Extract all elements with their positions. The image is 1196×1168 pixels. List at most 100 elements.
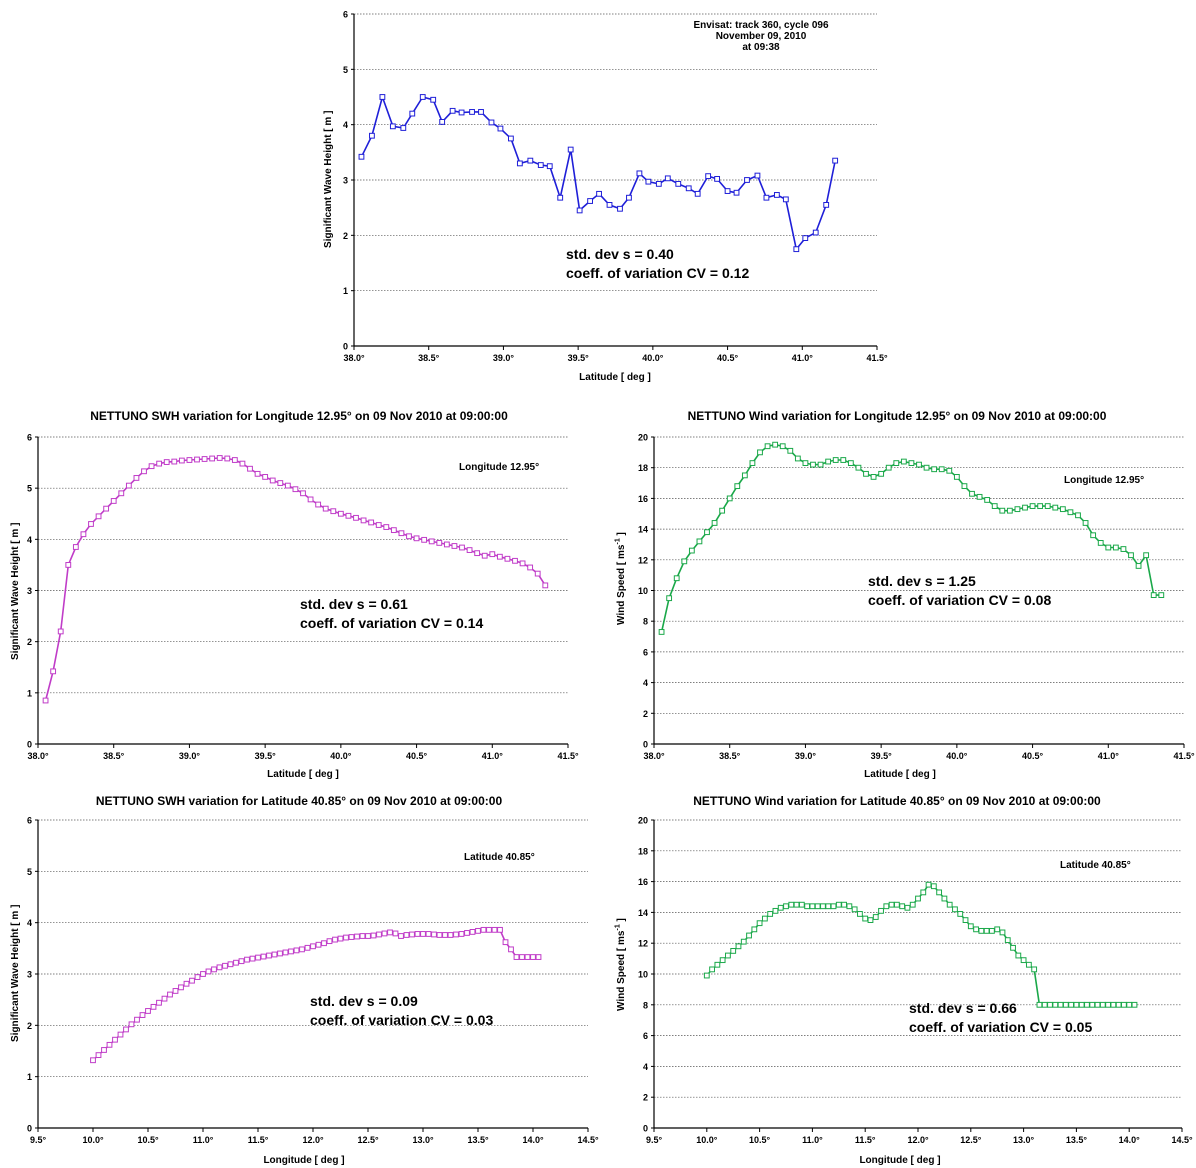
data-point — [337, 935, 344, 942]
data-point — [383, 524, 390, 530]
data-point — [835, 901, 842, 908]
data-point — [989, 927, 995, 934]
data-point — [419, 94, 426, 100]
data-point — [112, 1036, 118, 1043]
data-point — [1020, 957, 1027, 964]
data-point — [453, 931, 459, 938]
data-point — [269, 477, 276, 484]
data-point — [764, 443, 771, 450]
data-point — [293, 947, 300, 954]
data-point — [900, 458, 907, 465]
y-tick-label: 1 — [343, 286, 348, 296]
y-tick-label: 12 — [638, 555, 648, 565]
data-point — [576, 207, 583, 214]
data-point — [688, 547, 695, 554]
data-point — [923, 464, 930, 471]
data-point — [542, 582, 549, 589]
data-point — [512, 557, 518, 564]
data-point — [957, 911, 964, 917]
data-point — [1150, 592, 1157, 599]
data-point — [756, 920, 763, 927]
data-point — [809, 903, 816, 910]
data-point — [189, 977, 195, 984]
y-tick-label: 0 — [27, 740, 32, 750]
data-point — [973, 926, 979, 933]
chart-panel-nettuno-swh-latitude: NETTUNO SWH variation for Longitude 12.9… — [0, 405, 598, 785]
data-point — [375, 522, 382, 528]
y-tick-label: 4 — [643, 678, 648, 688]
data-point — [714, 175, 721, 182]
y-tick-label: 6 — [643, 1031, 648, 1041]
data-point — [271, 951, 278, 958]
data-point — [1121, 1001, 1127, 1008]
data-point — [1143, 552, 1150, 559]
data-point — [867, 917, 874, 923]
data-point — [123, 1026, 129, 1033]
data-point — [247, 465, 253, 472]
envisat-annotation: Envisat: track 360, cycle 096 November 0… — [693, 20, 829, 53]
x-tick-label: 10.0° — [82, 1135, 104, 1145]
data-point — [991, 503, 998, 509]
data-point — [171, 458, 178, 465]
data-point — [925, 881, 932, 888]
data-point — [360, 517, 367, 524]
data-point — [941, 895, 948, 902]
data-point — [920, 889, 927, 896]
y-tick-label: 20 — [638, 816, 648, 826]
data-point — [734, 483, 741, 490]
data-point — [474, 550, 481, 557]
data-point — [1025, 961, 1032, 968]
x-tick-label: 12.0° — [302, 1135, 324, 1145]
data-point — [916, 461, 922, 468]
data-point — [106, 1041, 113, 1048]
y-tick-label: 0 — [643, 1124, 648, 1134]
data-point — [88, 521, 94, 527]
y-tick-label: 8 — [643, 617, 648, 627]
data-point — [1158, 592, 1165, 599]
y-tick-label: 2 — [27, 1021, 32, 1031]
data-point — [231, 457, 238, 463]
data-point — [904, 904, 911, 911]
y-tick-label: 2 — [643, 709, 648, 719]
data-point — [596, 190, 602, 197]
data-point — [1135, 563, 1142, 569]
x-tick-label: 40.5° — [406, 751, 428, 761]
x-tick-label: 39.5° — [568, 353, 590, 363]
y-tick-label: 4 — [27, 535, 32, 545]
data-point — [888, 901, 895, 908]
data-point — [224, 455, 231, 462]
data-point — [999, 507, 1006, 514]
x-tick-label: 11.0° — [802, 1135, 823, 1145]
data-point — [369, 132, 375, 139]
data-point — [134, 1016, 140, 1023]
data-point — [156, 999, 162, 1006]
data-point — [645, 178, 652, 185]
data-point — [125, 482, 132, 489]
data-point — [1037, 503, 1044, 509]
x-tick-label: 12.5° — [960, 1135, 982, 1145]
y-tick-label: 10 — [638, 586, 648, 596]
x-tick-label: 12.0° — [907, 1135, 929, 1145]
data-point — [466, 547, 473, 553]
data-point — [744, 177, 750, 183]
data-point — [967, 923, 974, 930]
data-point — [746, 932, 752, 939]
data-point — [655, 180, 662, 187]
data-point — [513, 954, 520, 960]
data-point — [172, 988, 179, 994]
data-point — [681, 558, 688, 565]
data-point — [345, 512, 352, 519]
data-point — [299, 946, 305, 953]
data-point — [277, 950, 283, 957]
y-tick-label: 18 — [638, 463, 648, 473]
data-point — [409, 110, 416, 117]
stats-annotation: std. dev s = 0.09 coeff. of variation CV… — [310, 993, 494, 1028]
data-point — [909, 901, 916, 908]
data-point — [133, 475, 140, 481]
data-point — [458, 109, 465, 116]
data-point — [201, 456, 208, 462]
data-point — [436, 932, 443, 938]
data-point — [872, 914, 879, 920]
data-point — [315, 501, 322, 508]
y-tick-label: 5 — [27, 867, 32, 877]
